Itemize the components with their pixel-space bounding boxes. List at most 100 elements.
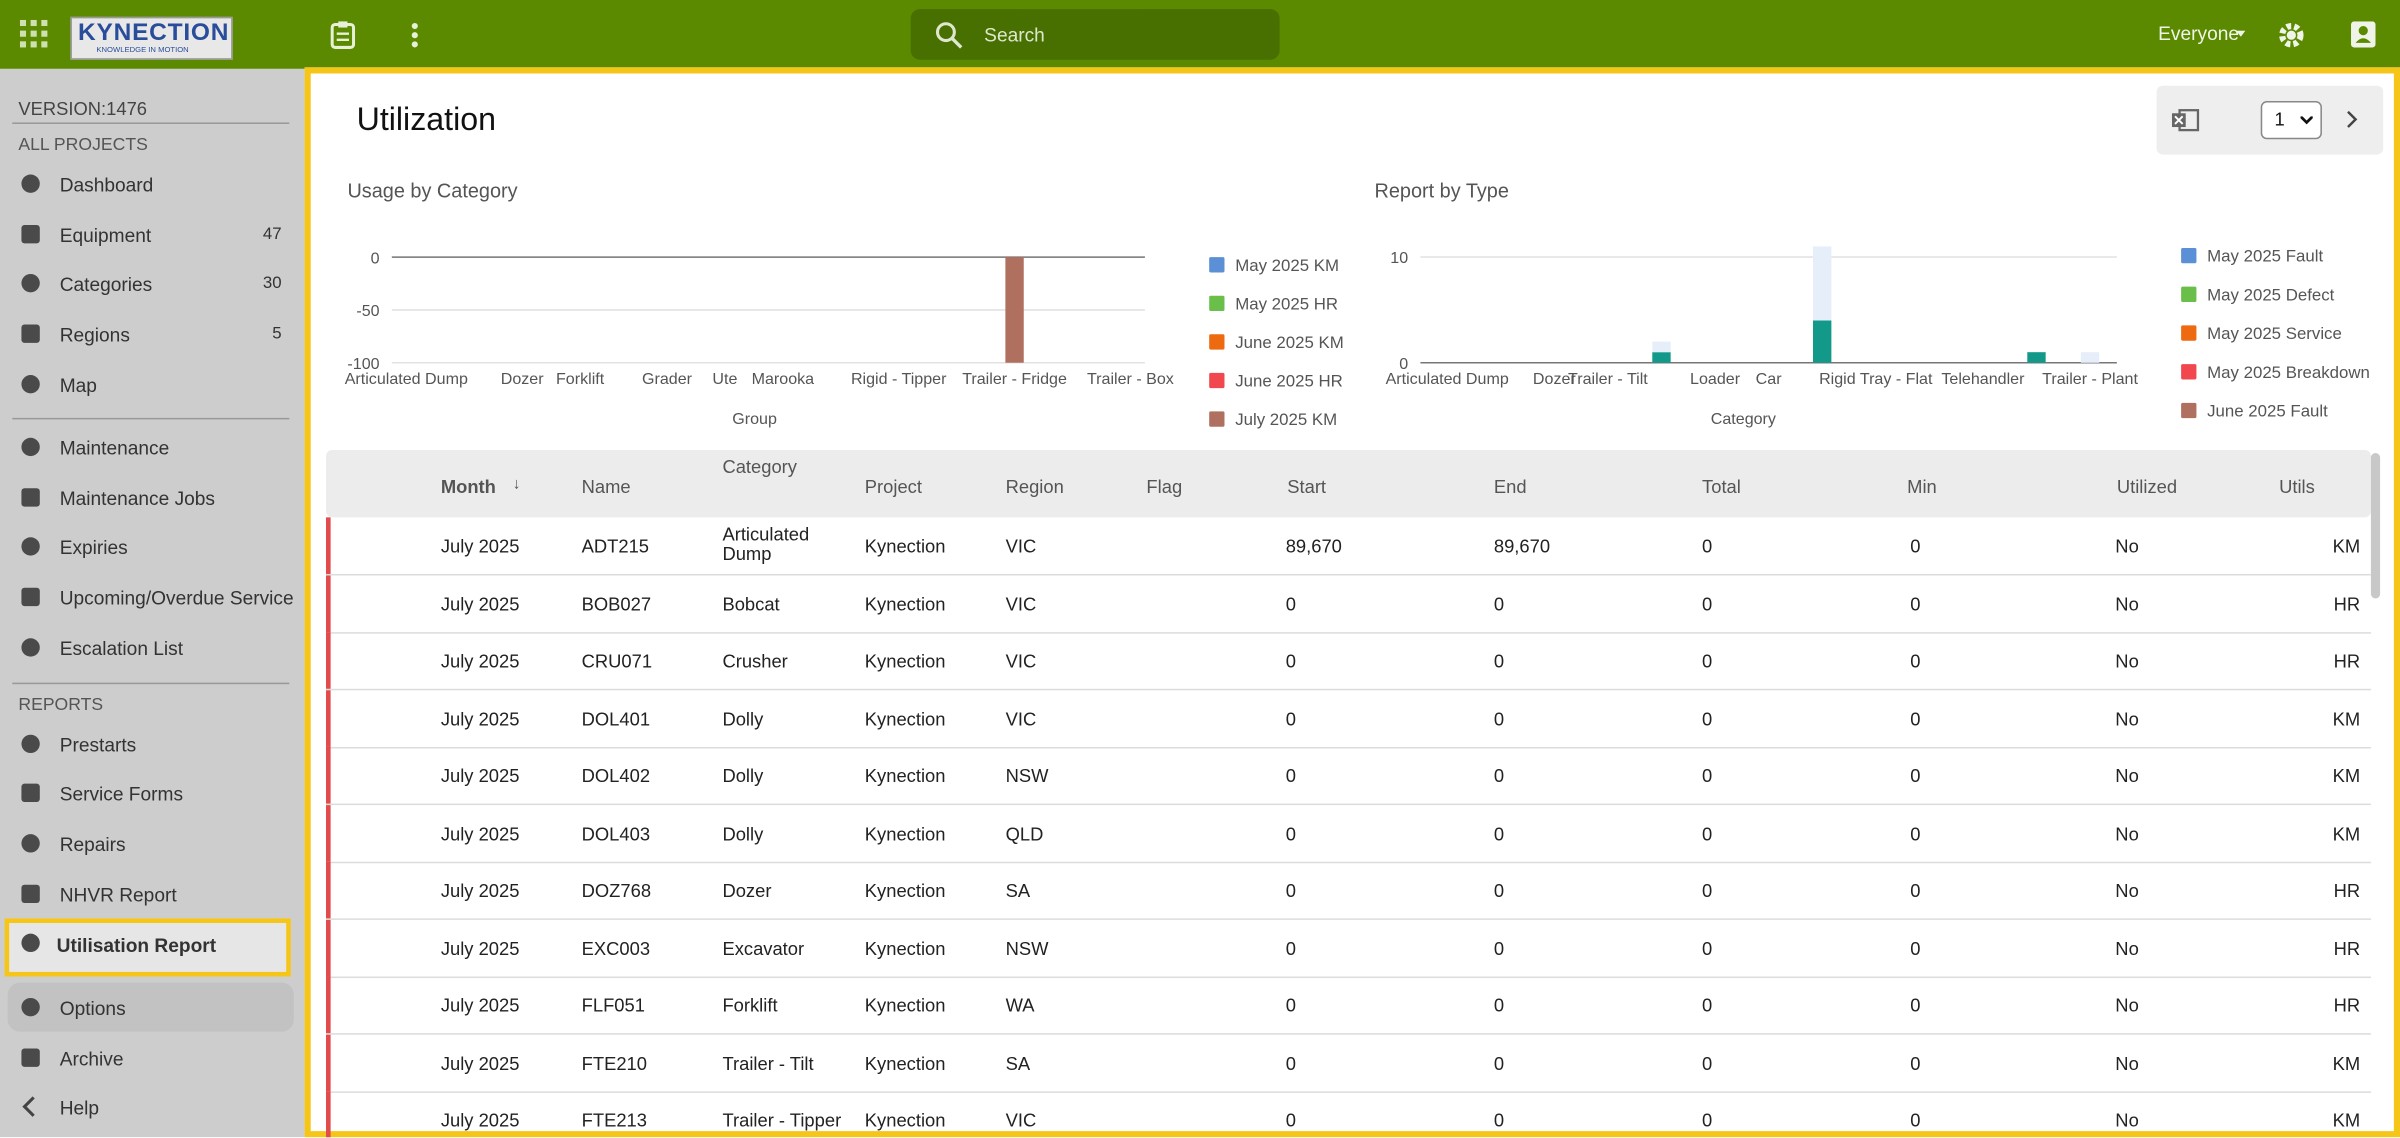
table-cell: 89,670	[1493, 535, 1551, 558]
apps-icon[interactable]	[19, 19, 48, 48]
nav-label: Equipment	[59, 224, 152, 247]
column-header[interactable]: End	[1493, 476, 1527, 498]
nav-item[interactable]: Equipment 47	[8, 210, 294, 259]
column-header[interactable]: Name	[581, 476, 631, 498]
table-cell: Kynection	[864, 650, 946, 672]
table-cell: DOZ768	[581, 880, 652, 902]
search-box[interactable]: Search	[910, 9, 1280, 60]
table-cell: July 2025	[440, 822, 520, 845]
nav-item[interactable]: Service Forms	[8, 768, 294, 817]
table-cell: DOL402	[581, 765, 651, 787]
nav-item[interactable]: NHVR Report	[8, 869, 294, 918]
account-icon[interactable]	[2351, 21, 2376, 48]
table-row[interactable]: July 2025 DOL403 Dolly Kynection QLD 0 0 0 0 No KM	[326, 804, 2371, 863]
table-row[interactable]: July 2025 DOL401 Dolly Kynection VIC 0 0 0 0 No KM	[326, 689, 2371, 748]
table-cell: NSW	[1005, 765, 1049, 787]
table-cell: FTE213	[581, 1109, 647, 1132]
user-filter[interactable]: Everyone	[2158, 22, 2239, 45]
nav-item[interactable]: Expiries	[8, 522, 294, 571]
table-row[interactable]: July 2025 FLF051 Forklift Kynection WA 0 0 0 0 No…	[326, 976, 2371, 1035]
nav-item[interactable]: Maintenance	[8, 422, 294, 471]
table-cell: July 2025	[440, 593, 520, 615]
nav-icon	[21, 224, 40, 244]
sidebar: VERSION:1476 ALL PROJECTS Dashboard Equipme…	[0, 68, 305, 1138]
next-icon[interactable]	[2346, 110, 2358, 128]
column-header[interactable]: Min	[1907, 476, 1937, 498]
more-icon[interactable]	[410, 21, 419, 49]
table-cell: VIC	[1005, 1109, 1037, 1132]
column-header[interactable]: Start	[1287, 476, 1327, 498]
nav-item[interactable]: Categories 30	[8, 259, 294, 308]
table-cell: 0	[1910, 937, 1921, 959]
table-cell: 0	[1285, 937, 1296, 959]
logo[interactable]: KYNECTION KNOWLEDGE IN MOTION	[70, 16, 233, 60]
column-header[interactable]: Utils	[2279, 476, 2315, 498]
icon-shape	[21, 324, 40, 343]
column-header[interactable]: Flag	[1146, 476, 1183, 498]
x-tick-label: Trailer - Plant	[2042, 370, 2138, 388]
sort-icon[interactable]: ↓	[512, 476, 521, 493]
nav-count: 5	[272, 324, 282, 343]
nav-icon	[21, 374, 40, 394]
table-cell: July 2025	[440, 937, 520, 959]
table-row[interactable]: July 2025 EXC003 Excavator Kynection NSW 0 0 0 0…	[326, 919, 2371, 978]
table-cell: DOL403	[581, 822, 651, 845]
nav-item[interactable]: Utilisation Report	[4, 918, 291, 977]
settings-icon[interactable]	[2278, 21, 2306, 49]
column-header[interactable]: Total	[1702, 476, 1741, 498]
nav-item[interactable]: Options	[7, 982, 294, 1032]
table-cell: 0	[1910, 822, 1921, 845]
column-header[interactable]: Utilized	[2116, 476, 2178, 498]
nav-item[interactable]: Escalation List	[8, 623, 294, 672]
table-row[interactable]: July 2025 CRU071 Crusher Kynection VIC 0 0 0 0 No…	[326, 632, 2371, 691]
table-cell: KM	[2332, 1109, 2361, 1132]
table-cell: 0	[1285, 765, 1296, 787]
table-row[interactable]: July 2025 ADT215 Articulated Dump Kynection…	[326, 517, 2371, 576]
icon-shape	[21, 933, 40, 953]
bar	[1813, 320, 1832, 363]
clipboard-icon[interactable]	[330, 20, 356, 49]
table-cell: 0	[1702, 937, 1713, 959]
nav-item[interactable]: Dashboard	[8, 159, 294, 208]
legend-label: May 2025 Breakdown	[2207, 363, 2370, 382]
nav-label: Map	[59, 374, 97, 397]
column-header[interactable]: Month	[440, 476, 496, 498]
nav-item[interactable]: Archive	[8, 1033, 294, 1082]
nav-icon	[22, 1096, 35, 1117]
nav-item[interactable]: Regions 5	[8, 309, 294, 358]
nav-item[interactable]: Map	[8, 360, 294, 409]
column-header[interactable]: Region	[1005, 476, 1064, 498]
table-row[interactable]: July 2025 FTE210 Trailer - Tilt Kynection SA…	[326, 1033, 2371, 1093]
table-cell: SA	[1005, 1052, 1031, 1074]
table-cell: 0	[1285, 880, 1296, 902]
logo-tagline: KNOWLEDGE IN MOTION	[96, 45, 189, 56]
legend-label: May 2025 Fault	[2207, 247, 2323, 266]
bar	[1813, 246, 1832, 321]
column-header[interactable]: Category	[722, 456, 797, 478]
table-row[interactable]: July 2025 DOL402 Dolly Kynection NSW 0 0 0 0 No KM	[326, 746, 2371, 806]
column-header[interactable]: Project	[864, 476, 922, 498]
table-cell: Dolly	[722, 765, 764, 787]
nav-item[interactable]: Prestarts	[8, 719, 294, 768]
nav-icon	[21, 638, 40, 657]
x-tick-label: Car	[1756, 370, 1783, 388]
table-cell: 0	[1702, 822, 1713, 845]
search-placeholder: Search	[984, 24, 1045, 46]
page-select[interactable]: 1	[2260, 101, 2322, 140]
table-cell: 0	[1702, 535, 1713, 558]
excel-icon[interactable]	[2171, 109, 2200, 132]
table-row[interactable]: July 2025 BOB027 Bobcat Kynection VIC 0 0 0 0 No H…	[326, 574, 2371, 633]
version: VERSION:1476	[18, 97, 148, 120]
nav-item[interactable]: Help	[8, 1082, 294, 1131]
table-cell: KM	[2332, 822, 2361, 845]
nav-item[interactable]: Upcoming/Overdue Service	[8, 572, 294, 621]
nav-item[interactable]: Maintenance Jobs	[8, 473, 294, 522]
table-cell: HR	[2333, 994, 2361, 1017]
table-cell: Kynection	[864, 1052, 946, 1074]
legend-label: June 2025 Fault	[2207, 402, 2328, 421]
nav-item[interactable]: Repairs	[8, 819, 294, 868]
table-row[interactable]: July 2025 DOZ768 Dozer Kynection SA 0 0 0 0 No HR	[326, 861, 2371, 920]
table-cell: WA	[1005, 994, 1035, 1017]
table-row[interactable]: July 2025 FTE213 Trailer - Tipper Kynection…	[326, 1091, 2371, 1138]
scrollbar[interactable]	[2370, 453, 2381, 599]
